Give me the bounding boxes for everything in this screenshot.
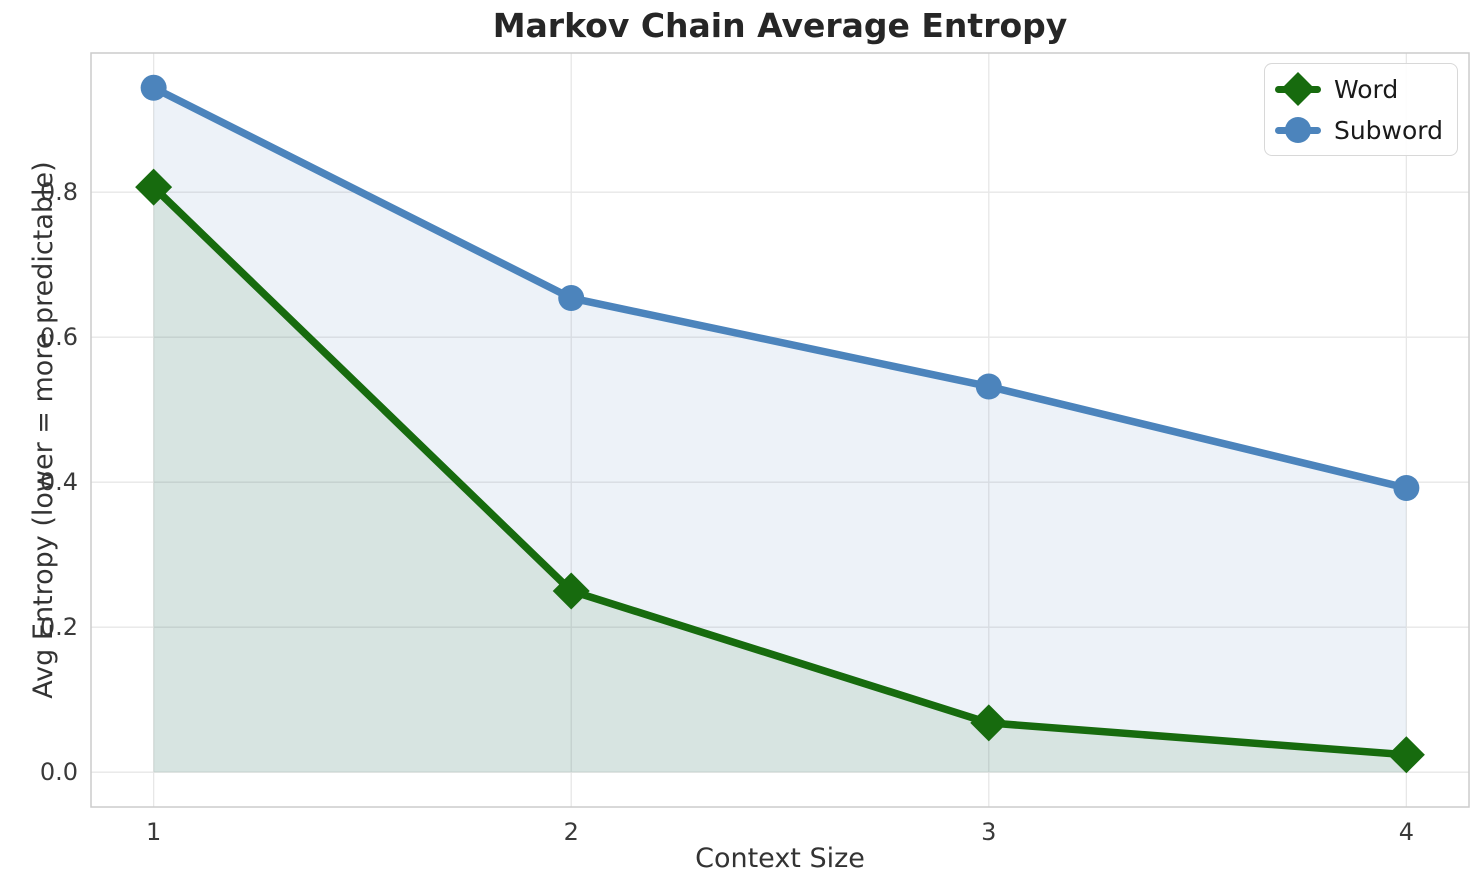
y-tick-label: 0.8 <box>39 178 78 207</box>
y-axis-label: Avg Entropy (lower = more predictable) <box>28 161 59 699</box>
legend-item-subword: Subword <box>1274 112 1443 148</box>
x-tick-label: 3 <box>981 818 997 846</box>
y-tick-label: 0.4 <box>39 468 78 497</box>
legend: Word Subword <box>1263 63 1458 156</box>
subword-line-marker <box>1274 112 1321 148</box>
x-axis-label: Context Size <box>695 843 865 874</box>
word-diamond-icon <box>1280 72 1315 106</box>
legend-label-word: Word <box>1333 74 1399 104</box>
legend-item-word: Word <box>1274 71 1443 107</box>
y-tick-label: 0.0 <box>39 758 78 787</box>
chart-title: Markov Chain Average Entropy <box>492 6 1068 45</box>
y-tick-label: 0.6 <box>39 323 78 352</box>
subword-circle-icon <box>1284 117 1311 143</box>
word-line-marker <box>1274 71 1321 107</box>
x-tick-label: 1 <box>145 818 162 846</box>
legend-label-subword: Subword <box>1333 115 1443 145</box>
y-tick-label: 0.2 <box>39 613 78 642</box>
x-tick-label: 4 <box>1398 818 1414 846</box>
x-tick-label: 2 <box>563 818 579 846</box>
